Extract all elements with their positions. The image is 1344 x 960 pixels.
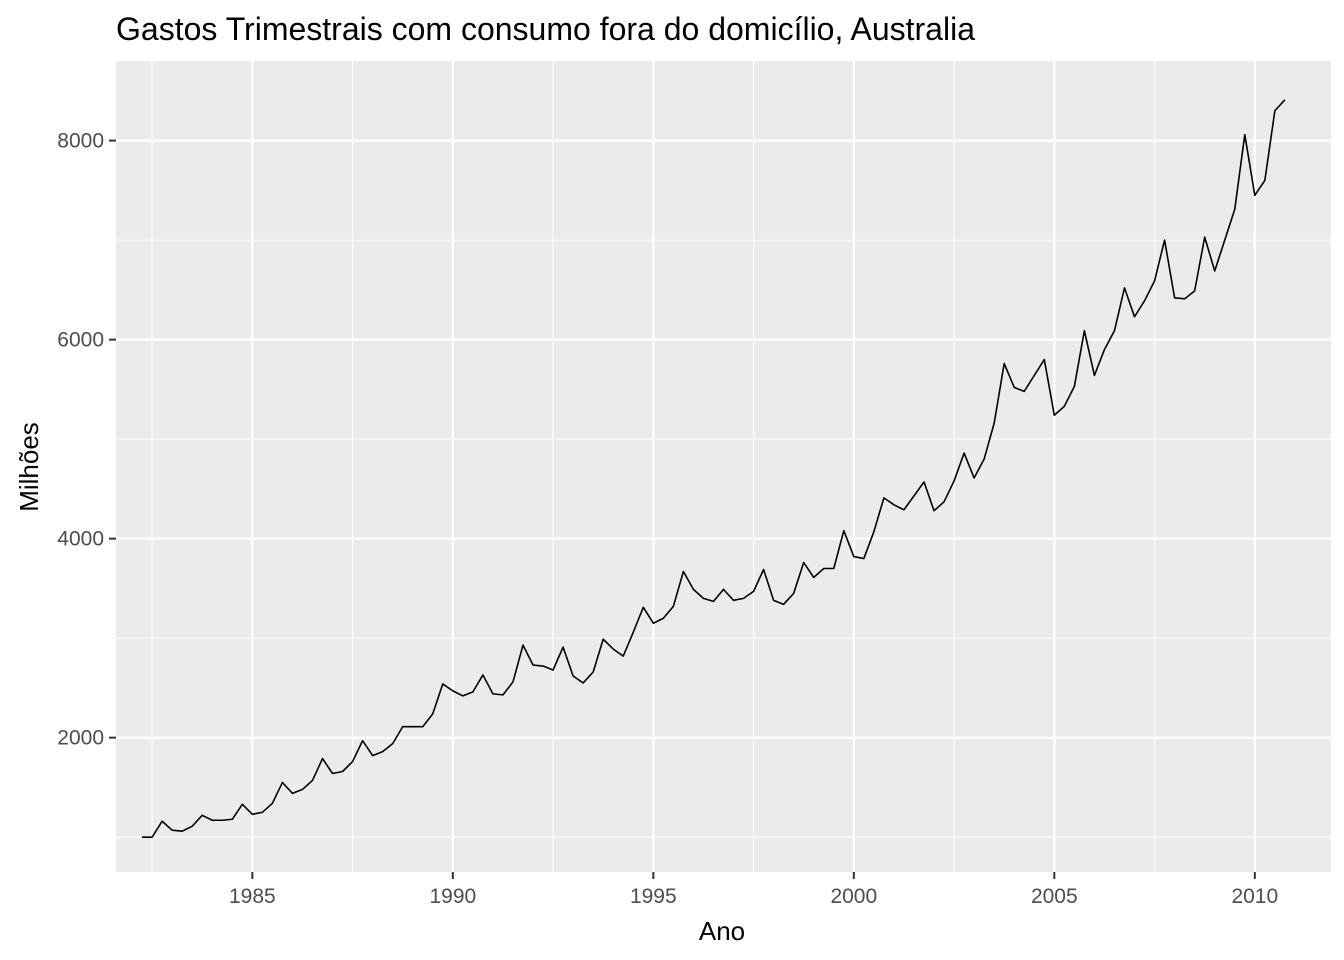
major-gridlines-y	[116, 139, 1331, 739]
x-tick-label: 2000	[830, 885, 877, 908]
y-tick-label: 4000	[57, 528, 104, 551]
x-tick-label: 2010	[1231, 885, 1278, 908]
major-gridlines-x	[251, 61, 1256, 872]
x-tick-label: 1990	[429, 885, 476, 908]
y-tick-label: 6000	[57, 329, 104, 352]
y-axis: 2000 4000 6000 8000	[57, 130, 116, 750]
y-tick-label: 2000	[57, 727, 104, 750]
plot-panel	[116, 61, 1331, 872]
chart-title: Gastos Trimestrais com consumo fora do d…	[116, 11, 975, 47]
x-tick-label: 2005	[1031, 885, 1078, 908]
x-tick-label: 1985	[229, 885, 276, 908]
y-axis-title: Milhões	[14, 422, 44, 512]
y-tick-label: 8000	[57, 130, 104, 153]
series-line	[142, 99, 1286, 838]
x-axis-title: Ano	[699, 916, 745, 946]
minor-gridlines-y	[116, 239, 1331, 838]
x-tick-label: 1995	[630, 885, 677, 908]
x-axis: 1985 1990 1995 2000 2005 2010	[229, 872, 1278, 908]
